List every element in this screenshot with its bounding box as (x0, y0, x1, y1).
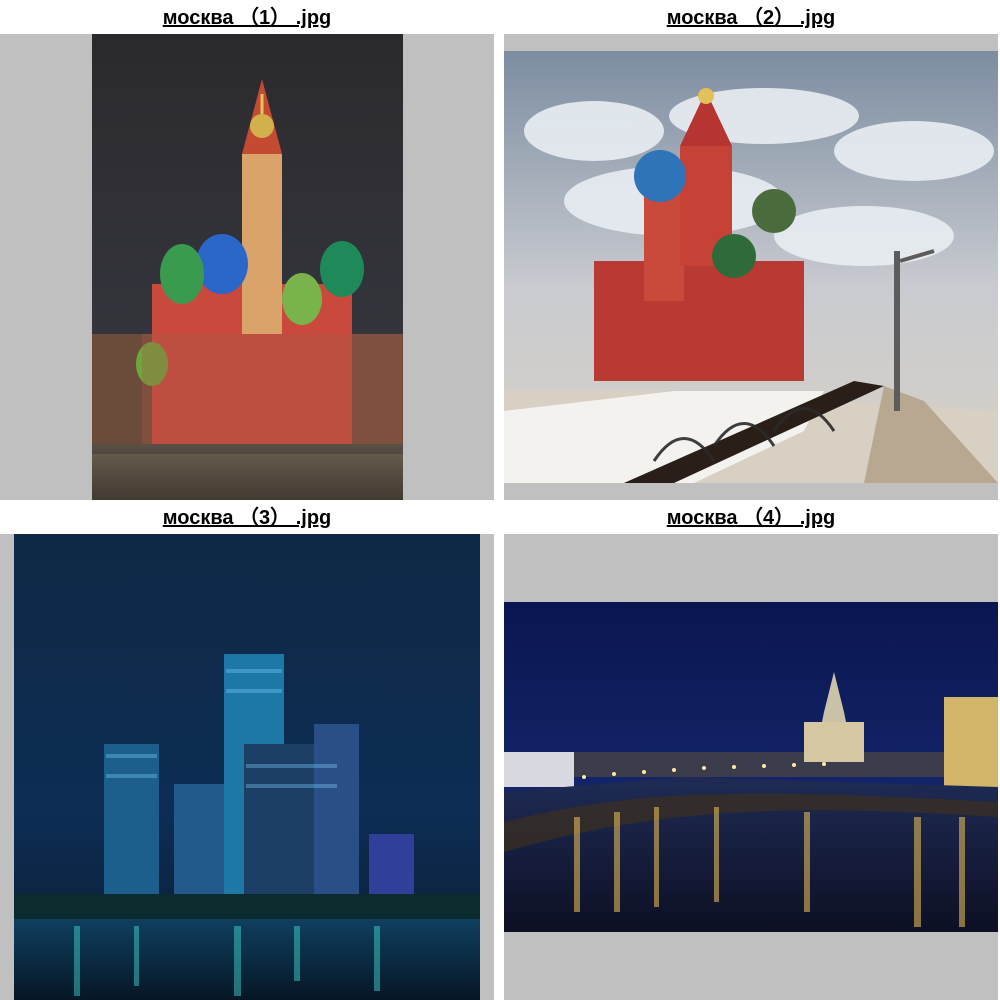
gallery-cell-4: москва （4） .jpg (504, 502, 998, 1000)
gallery-cell-1: москва （1） .jpg (0, 0, 494, 500)
thumbnail-image-st-basils-night (92, 34, 403, 500)
thumbnail-frame[interactable] (0, 534, 494, 1000)
gallery-cell-2: москва （2） .jpg (504, 0, 998, 500)
thumbnail-image-moscow-river-night (504, 602, 998, 932)
thumbnail-image-moscow-city-night (14, 534, 480, 1000)
image-caption-link[interactable]: москва （1） .jpg (162, 7, 332, 29)
thumbnail-frame[interactable] (0, 34, 494, 500)
image-caption-link[interactable]: москва （2） .jpg (666, 7, 836, 29)
image-caption-link[interactable]: москва （3） .jpg (162, 507, 332, 529)
thumbnail-image-st-basils-snow (504, 51, 998, 483)
thumbnail-frame[interactable] (504, 534, 998, 1000)
thumbnail-frame[interactable] (504, 34, 998, 500)
gallery-cell-3: москва （3） .jpg (0, 502, 494, 1000)
image-caption-link[interactable]: москва （4） .jpg (666, 507, 836, 529)
